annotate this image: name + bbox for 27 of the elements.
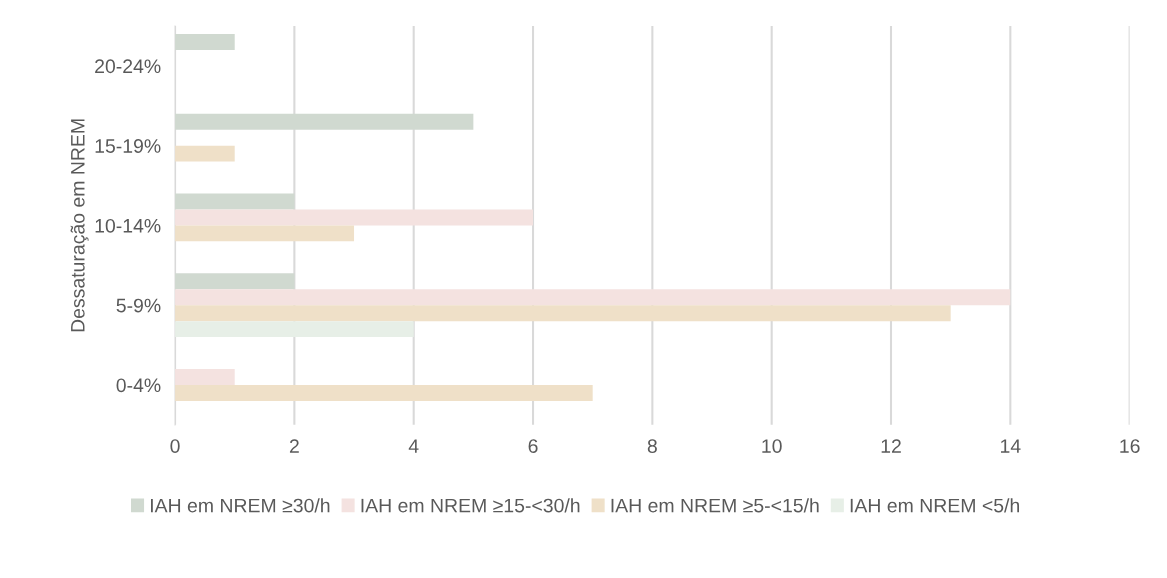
x-tick-label: 2 — [289, 439, 299, 453]
x-tick-label: 12 — [881, 439, 901, 453]
y-tick-label: 5-9% — [116, 298, 161, 313]
legend-label: IAH em NREM <5/h — [850, 498, 1019, 513]
x-tick-label: 8 — [647, 439, 657, 453]
legend-label: IAH em NREM ≥15-<30/h — [361, 498, 580, 513]
bar — [175, 321, 414, 338]
legend-label: IAH em NREM ≥30/h — [151, 498, 330, 513]
x-tick-label: 6 — [528, 439, 538, 453]
bar — [175, 225, 355, 242]
y-tick-label: 20-24% — [95, 59, 161, 74]
x-tick-label: 16 — [1120, 439, 1140, 453]
bar — [175, 384, 593, 401]
x-tick-label: 14 — [1001, 439, 1021, 453]
bar — [175, 209, 534, 226]
y-tick-label: 15-19% — [95, 139, 161, 153]
x-tick-label: 4 — [408, 439, 419, 453]
y-axis-title: Dessaturação em NREM — [70, 119, 89, 332]
legend-label: IAH em NREM ≥5-<15/h — [611, 498, 819, 513]
y-tick-label: 10-14% — [95, 218, 161, 233]
bar — [175, 289, 1011, 306]
bar — [175, 305, 951, 322]
bar — [175, 369, 235, 385]
x-tick-label: 0 — [170, 439, 180, 453]
bar — [175, 145, 235, 162]
x-tick-label: 10 — [762, 439, 782, 453]
y-tick-label: 0-4% — [116, 378, 161, 393]
